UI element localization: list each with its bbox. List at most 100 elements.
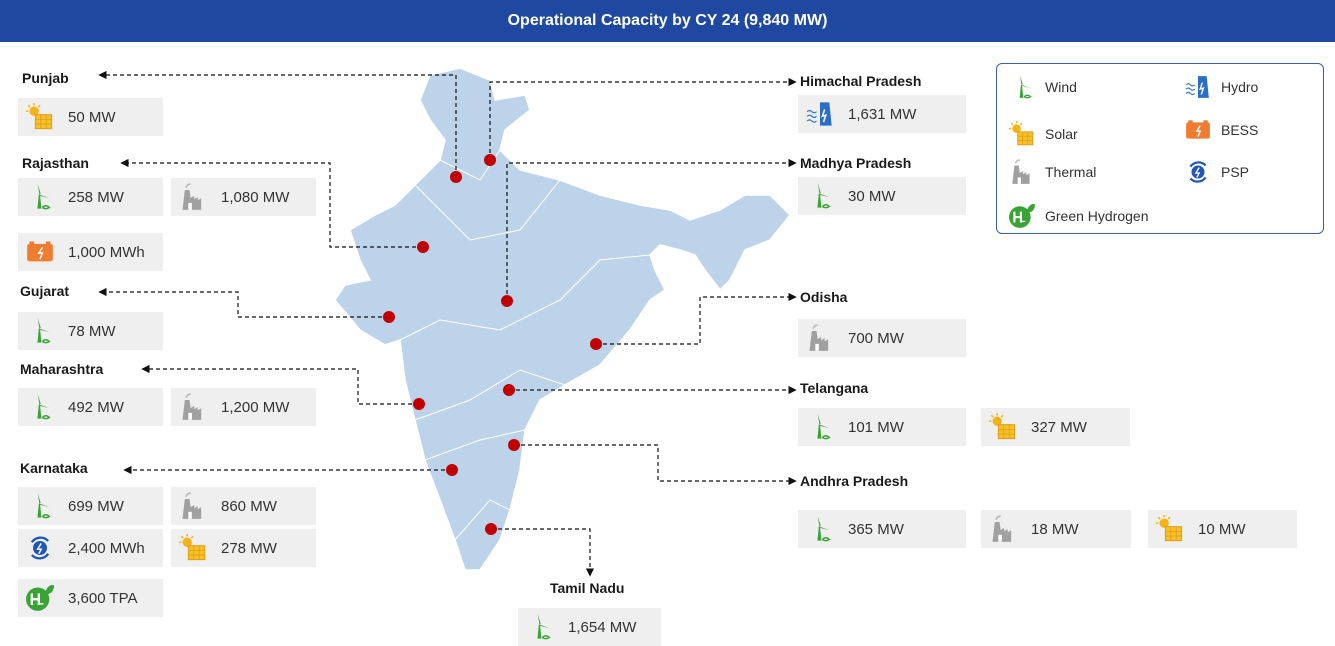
icon [26,317,54,345]
value-text: 699 MW [68,497,124,515]
india-map [334,67,792,571]
icon [806,100,834,128]
icon [179,534,207,562]
value-text: 1,000 MWh [68,243,145,261]
state-name: Maharashtra [20,361,104,377]
value-text: 860 MW [221,497,277,515]
capacity-box: 30 MW [798,177,966,215]
capacity-box: 1,000 MWh [18,233,163,271]
capacity-box: 101 MW [798,408,966,446]
icon [1156,515,1184,543]
legend-item: Wind [1009,74,1077,100]
location-dots [383,154,602,535]
value-text: 258 MW [68,188,124,206]
capacity-box: 2,400 MWh [18,529,163,567]
legend-label: Hydro [1221,79,1259,95]
icon [26,492,54,520]
value-text: 3,600 TPA [68,589,138,607]
icon [806,324,834,352]
value-text: 30 MW [848,187,896,205]
connector [596,292,797,345]
icon [989,515,1017,543]
capacity-box: 700 MW [798,319,966,357]
location-dot [508,439,520,451]
icon [26,393,54,421]
capacity-box: 18 MW [981,510,1131,548]
state-name: Andhra Pradesh [800,473,909,489]
location-dot [590,338,602,350]
legend-label: Wind [1045,79,1077,95]
value-text: 101 MW [848,418,904,436]
state-name: Telangana [800,380,869,396]
value-text: 1,654 MW [568,618,637,636]
capacity-box: 1,200 MW [171,388,316,426]
capacity-box: 699 MW [18,487,163,525]
legend-item: Hydro [1185,74,1258,100]
value-text: 10 MW [1198,520,1246,538]
value-text: 18 MW [1031,520,1079,538]
icon [26,103,54,131]
legend-label: BESS [1221,122,1259,138]
state-name: Rajasthan [22,155,89,171]
state-name: Tamil Nadu [550,580,625,596]
connector [98,287,389,318]
legend-item: BESS [1185,117,1258,143]
legend-item: Solar [1009,121,1078,147]
capacity-box: 365 MW [798,510,966,548]
icon [526,613,554,641]
value-text: 2,400 MWh [68,539,145,557]
capacity-box: 492 MW [18,388,163,426]
icon [179,393,207,421]
legend-item: Green Hydrogen [1009,203,1149,229]
capacity-box: 50 MW [18,98,163,136]
value-text: 50 MW [68,108,116,126]
location-dot [417,241,429,253]
value-text: 1,200 MW [221,398,290,416]
capacity-box: 1,654 MW [518,608,661,646]
icon [1009,159,1035,185]
capacity-box: 327 MW [981,408,1130,446]
state-name: Himachal Pradesh [800,73,922,89]
connector [141,364,419,405]
state-name: Odisha [800,289,848,305]
legend-label: Green Hydrogen [1045,208,1149,224]
icon [1009,74,1035,100]
icon [26,584,54,612]
icon [26,238,54,266]
capacity-box: 1,631 MW [798,95,966,133]
state-name: Madhya Pradesh [800,155,912,171]
value-text: 365 MW [848,520,904,538]
location-dot [446,464,458,476]
location-dot [503,384,515,396]
capacity-box: 78 MW [18,312,163,350]
value-text: 327 MW [1031,418,1087,436]
location-dot [484,154,496,166]
connectors [98,70,797,577]
state-name: Karnataka [20,460,88,476]
icon [179,183,207,211]
icon [989,413,1017,441]
location-dot [485,523,497,535]
connector [491,528,595,577]
icon [1185,159,1211,185]
capacity-box: 258 MW [18,178,163,216]
connector [514,444,797,486]
legend: Wind Hydro Solar BESS Thermal PSP Green Hydrog… [996,63,1324,234]
value-text: 1,080 MW [221,188,290,206]
capacity-box: 3,600 TPA [18,579,163,617]
capacity-box: 10 MW [1148,510,1297,548]
icon [806,413,834,441]
icon [1009,121,1035,147]
value-text: 492 MW [68,398,124,416]
icon [1185,117,1211,143]
value-text: 1,631 MW [848,105,917,123]
value-text: 78 MW [68,322,116,340]
location-dot [501,295,513,307]
state-name: Punjab [22,70,69,86]
legend-label: Thermal [1045,164,1097,180]
location-dot [413,398,425,410]
capacity-box: 1,080 MW [171,178,316,216]
icon [26,534,54,562]
